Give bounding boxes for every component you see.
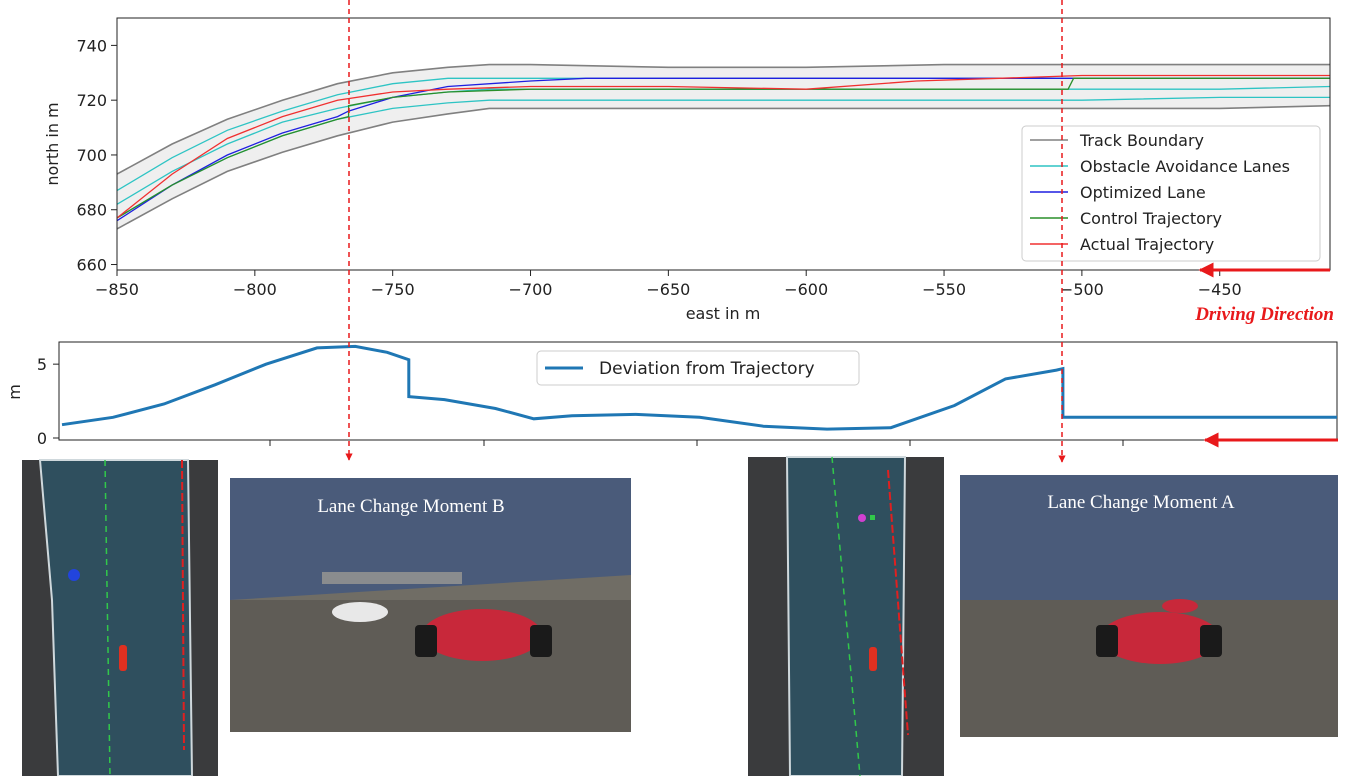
birdseye-view-b bbox=[22, 459, 218, 776]
top-x-tick-label: −550 bbox=[922, 280, 966, 299]
top-y-tick-label: 700 bbox=[76, 146, 107, 165]
camera-view-a bbox=[960, 475, 1338, 737]
top-y-tick-label: 740 bbox=[76, 36, 107, 55]
top-x-tick-label: −800 bbox=[233, 280, 277, 299]
bottom-chart: 05 m Deviation from Trajectory bbox=[5, 341, 1338, 448]
top-y-tick-label: 660 bbox=[76, 256, 107, 275]
top-x-tick-label: −500 bbox=[1060, 280, 1104, 299]
moment-b-label: Lane Change Moment B bbox=[317, 496, 504, 517]
top-x-axis-label: east in m bbox=[686, 304, 761, 323]
series-track-boundary-1 bbox=[116, 104, 1331, 230]
top-legend-box bbox=[1021, 125, 1321, 262]
top-series-group bbox=[116, 63, 1331, 230]
deviation-line bbox=[61, 344, 1337, 431]
top-legend-label: Optimized Lane bbox=[1080, 183, 1206, 202]
top-x-tick-label: −750 bbox=[371, 280, 415, 299]
bottom-y-tick-label: 5 bbox=[37, 355, 47, 374]
series-control-trajectory-6 bbox=[116, 77, 1330, 219]
bottom-legend-label: Deviation from Trajectory bbox=[599, 359, 815, 379]
moment-a-label: Lane Change Moment A bbox=[1047, 492, 1235, 513]
bottom-legend: Deviation from Trajectory bbox=[536, 350, 860, 386]
top-y-tick-label: 680 bbox=[76, 201, 107, 220]
series-actual-trajectory-7 bbox=[116, 74, 1330, 219]
series-optimized-lane-5 bbox=[116, 77, 1330, 222]
bottom-x-ticks bbox=[269, 440, 1124, 446]
bottom-y-axis-label: m bbox=[5, 384, 24, 400]
driving-direction-label: Driving Direction bbox=[1194, 304, 1334, 325]
top-y-tick-label: 720 bbox=[76, 91, 107, 110]
top-legend-label: Actual Trajectory bbox=[1080, 235, 1214, 254]
series-track-boundary-0 bbox=[116, 63, 1330, 175]
bottom-legend-box bbox=[536, 350, 860, 386]
top-y-axis-label: north in m bbox=[43, 102, 62, 185]
camera-view-b bbox=[230, 478, 631, 732]
bottom-y-ticks: 05 bbox=[37, 355, 59, 448]
bottom-y-tick-label: 0 bbox=[37, 429, 47, 448]
top-legend-label: Track Boundary bbox=[1079, 131, 1204, 150]
top-legend-label: Obstacle Avoidance Lanes bbox=[1080, 157, 1290, 176]
top-x-ticks: −850 −800 −750 −700 −650 −600 −550 −500 −450 bbox=[95, 270, 1242, 299]
birdseye-view-a bbox=[748, 456, 944, 776]
top-chart: −850 −800 −750 −700 −650 −600 −550 −500 −450 660… bbox=[43, 17, 1331, 323]
top-legend-label: Control Trajectory bbox=[1080, 209, 1222, 228]
top-y-ticks: 660 680 700 720 740 bbox=[76, 36, 117, 275]
top-plot-frame bbox=[116, 17, 1331, 271]
top-x-tick-label: −450 bbox=[1198, 280, 1242, 299]
top-x-tick-label: −600 bbox=[784, 280, 828, 299]
top-legend: Track Boundary Obstacle Avoidance Lanes Op… bbox=[1021, 125, 1321, 262]
top-x-tick-label: −700 bbox=[509, 280, 553, 299]
top-x-tick-label: −850 bbox=[95, 280, 139, 299]
top-x-tick-label: −650 bbox=[646, 280, 690, 299]
